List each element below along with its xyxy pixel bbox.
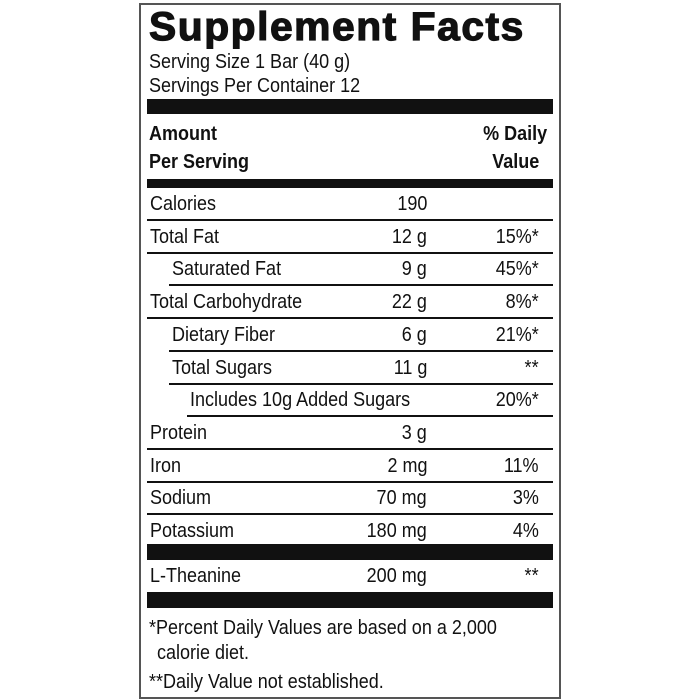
nutrient-row: Potassium 180 mg 4% xyxy=(147,515,553,548)
nutrient-name: Total Sugars xyxy=(172,356,273,379)
supplement-facts-panel: Supplement Facts Serving Size 1 Bar (40 … xyxy=(139,3,561,699)
nutrient-row: Includes 10g Added Sugars 20%* xyxy=(187,384,553,418)
panel-title: Supplement Facts xyxy=(148,4,525,49)
nutrient-name: Potassium xyxy=(150,520,235,542)
nutrient-row: Total Fat 12 g 15%* xyxy=(147,221,553,254)
nutrient-daily-value: 20%* xyxy=(495,389,539,412)
nutrient-name: Saturated Fat xyxy=(172,258,282,281)
nutrient-name: Sodium xyxy=(150,487,212,510)
nutrient-row: Protein 3 g xyxy=(147,417,553,450)
nutrient-name: Calories xyxy=(150,193,217,215)
nutrient-amount: 180 mg xyxy=(366,520,427,542)
nutrient-amount: 22 g xyxy=(391,291,427,314)
nutrient-amount: 70 mg xyxy=(376,487,427,510)
nutrient-amount: 9 g xyxy=(401,258,427,281)
nutrient-amount: 12 g xyxy=(391,225,427,248)
nutrient-daily-value: 15%* xyxy=(495,225,539,248)
nutrient-name: Includes 10g Added Sugars xyxy=(190,389,411,412)
nutrient-row: Saturated Fat 9 g 45%* xyxy=(169,253,553,287)
nutrient-amount: 190 xyxy=(396,193,427,215)
nutrient-daily-value: 11% xyxy=(504,454,539,477)
thick-divider xyxy=(147,99,553,114)
nutrient-amount: 200 mg xyxy=(366,565,427,587)
thick-divider xyxy=(147,179,553,188)
servings-per-container: Servings Per Container 12 xyxy=(149,75,361,97)
dv-header-line1: % Daily xyxy=(482,123,547,145)
nutrient-row: Total Carbohydrate 22 g 8%* xyxy=(147,286,553,320)
nutrient-name: Protein xyxy=(150,421,208,444)
nutrient-daily-value: ** xyxy=(524,565,539,587)
footnote-percent-dv: *Percent Daily Values are based on a 2,0… xyxy=(149,617,497,639)
nutrient-name: Iron xyxy=(150,454,182,477)
nutrient-row: Total Sugars 11 g ** xyxy=(169,352,553,385)
amount-header-line2: Per Serving xyxy=(149,151,250,173)
nutrient-row: Dietary Fiber 6 g 21%* xyxy=(169,319,553,352)
dv-header-line2: Value xyxy=(491,151,539,173)
nutrient-name: Dietary Fiber xyxy=(172,323,276,346)
nutrient-daily-value: 21%* xyxy=(495,323,539,346)
nutrient-row: Calories 190 xyxy=(147,188,553,221)
serving-size: Serving Size 1 Bar (40 g) xyxy=(149,51,351,73)
nutrient-amount: 3 g xyxy=(401,421,427,444)
amount-header-line1: Amount xyxy=(149,123,217,145)
nutrient-daily-value: ** xyxy=(524,356,539,379)
footnote-not-established: **Daily Value not established. xyxy=(149,671,384,693)
nutrient-daily-value: 45%* xyxy=(495,258,539,281)
nutrient-row: L-Theanine 200 mg ** xyxy=(147,560,553,593)
footnote-percent-dv-cont: calorie diet. xyxy=(157,642,250,664)
thick-divider xyxy=(147,544,553,560)
nutrient-row: Sodium 70 mg 3% xyxy=(147,482,553,516)
nutrient-name: Total Fat xyxy=(150,225,220,248)
nutrient-amount: 2 mg xyxy=(386,454,427,477)
nutrient-daily-value: 4% xyxy=(512,520,539,542)
nutrient-row: Iron 2 mg 11% xyxy=(147,450,553,483)
nutrient-daily-value: 3% xyxy=(512,487,539,510)
nutrient-name: L-Theanine xyxy=(150,565,242,587)
nutrient-name: Total Carbohydrate xyxy=(150,291,303,314)
nutrient-daily-value: 8%* xyxy=(505,291,539,314)
nutrient-amount: 6 g xyxy=(401,323,427,346)
nutrient-amount: 11 g xyxy=(393,356,427,379)
thick-divider xyxy=(147,592,553,608)
